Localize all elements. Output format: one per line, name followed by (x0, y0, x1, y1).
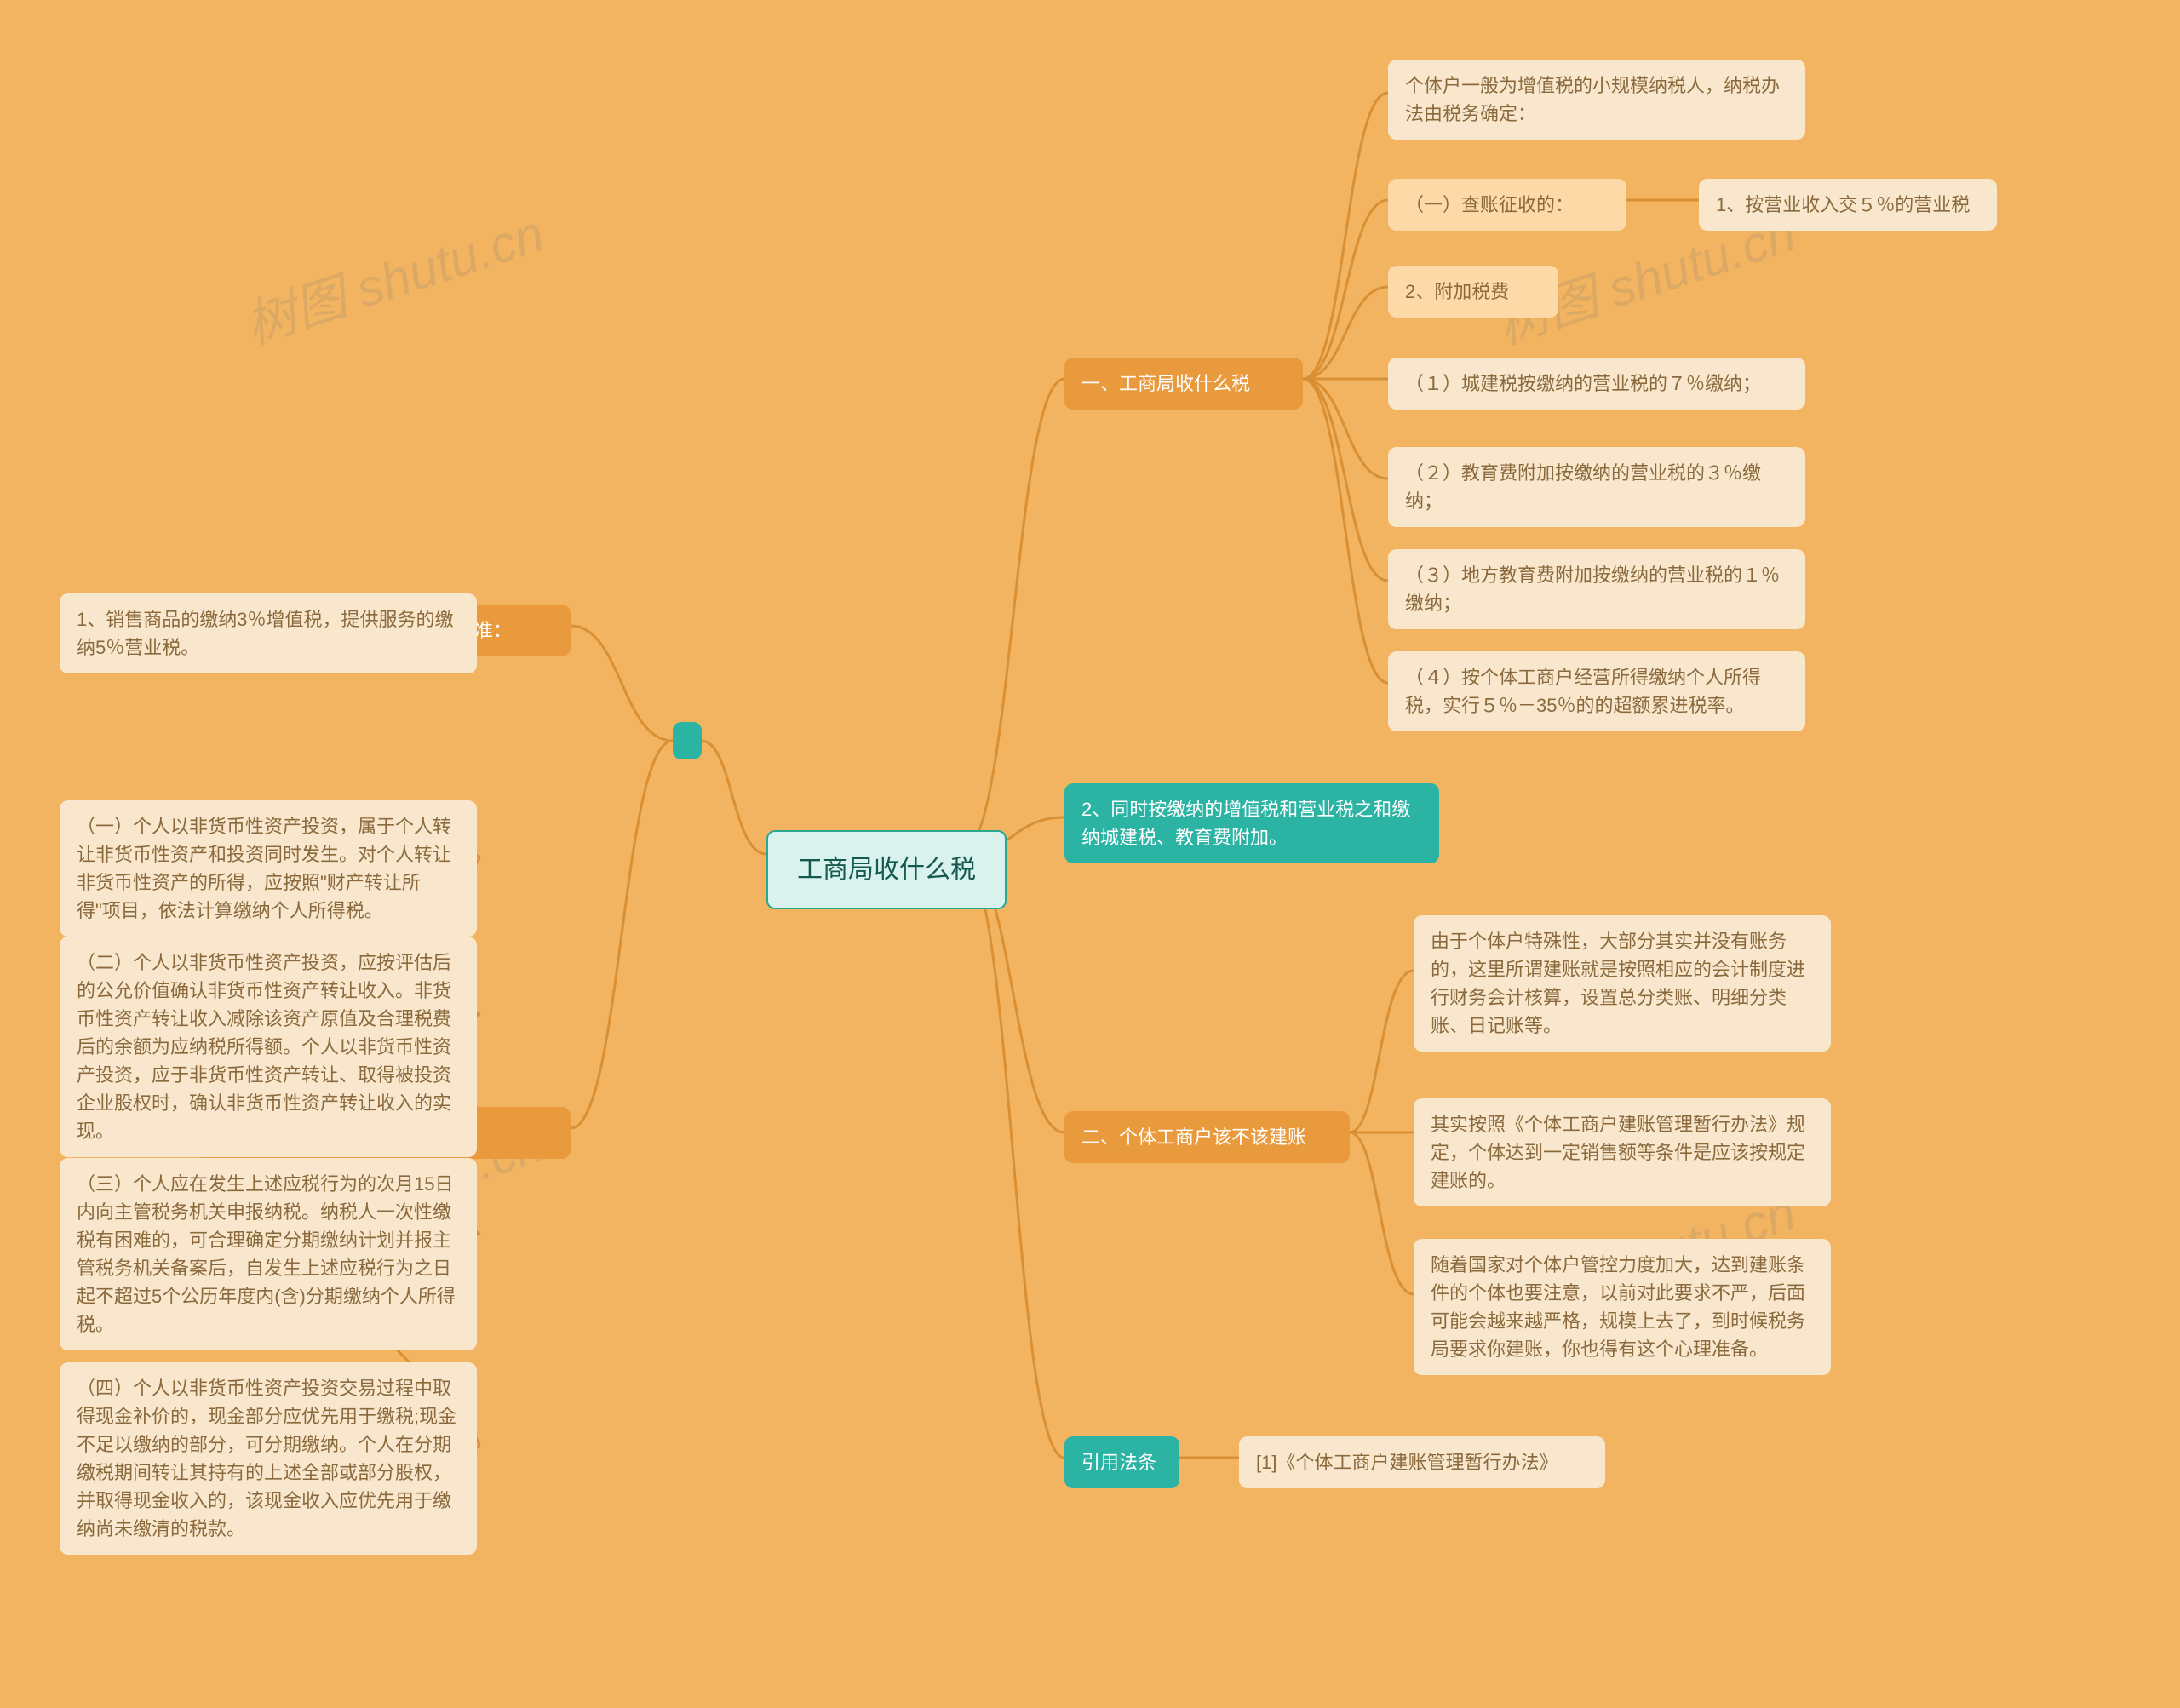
branch-r2: 2、同时按缴纳的增值税和营业税之和缴纳城建税、教育费附加。 (1064, 783, 1439, 863)
branch-r3: 二、个体工商户该不该建账 (1064, 1111, 1350, 1163)
branch-r1: 一、工商局收什么税 (1064, 358, 1303, 410)
leaf-r1e: （２）教育费附加按缴纳的营业税的３％缴纳； (1388, 447, 1805, 527)
leaf-l2c: （三）个人应在发生上述应税行为的次月15日内向主管税务机关申报纳税。纳税人一次性… (60, 1158, 477, 1350)
leaf-l2a: （一）个人以非货币性资产投资，属于个人转让非货币性资产和投资同时发生。对个人转让… (60, 800, 477, 937)
branch-r4: 引用法条 (1064, 1436, 1179, 1488)
leaf-l2b: （二）个人以非货币性资产投资，应按评估后的公允价值确认非货币性资产转让收入。非货… (60, 937, 477, 1157)
leaf-r3a: 由于个体户特殊性，大部分其实并没有账务的，这里所谓建账就是按照相应的会计制度进行… (1414, 915, 1831, 1052)
leaf-r1b-child: 1、按营业收入交５％的营业税 (1699, 179, 1997, 231)
leaf-l1a: 1、销售商品的缴纳3％增值税，提供服务的缴纳5％营业税。 (60, 593, 477, 673)
leaf-r1a: 个体户一般为增值税的小规模纳税人，纳税办法由税务确定： (1388, 60, 1805, 140)
leaf-r1f: （３）地方教育费附加按缴纳的营业税的１％缴纳； (1388, 549, 1805, 629)
leaf-r3c: 随着国家对个体户管控力度加大，达到建账条件的个体也要注意，以前对此要求不严，后面… (1414, 1239, 1831, 1375)
leaf-r1b: （一）查账征收的： (1388, 179, 1626, 231)
left-hub (673, 722, 702, 759)
watermark: 树图 shutu.cn (234, 192, 552, 358)
leaf-r4-child: [1]《个体工商户建账管理暂行办法》 (1239, 1436, 1605, 1488)
leaf-r1d: （１）城建税按缴纳的营业税的７％缴纳； (1388, 358, 1805, 410)
root-node: 工商局收什么税 (766, 830, 1007, 909)
leaf-r1g: （４）按个体工商户经营所得缴纳个人所得税，实行５％－35％的的超额累进税率。 (1388, 651, 1805, 731)
leaf-r3b: 其实按照《个体工商户建账管理暂行办法》规定，个体达到一定销售额等条件是应该按规定… (1414, 1098, 1831, 1206)
leaf-r1c: 2、附加税费 (1388, 266, 1558, 318)
leaf-l2d: （四）个人以非货币性资产投资交易过程中取得现金补价的，现金部分应优先用于缴税;现… (60, 1362, 477, 1555)
